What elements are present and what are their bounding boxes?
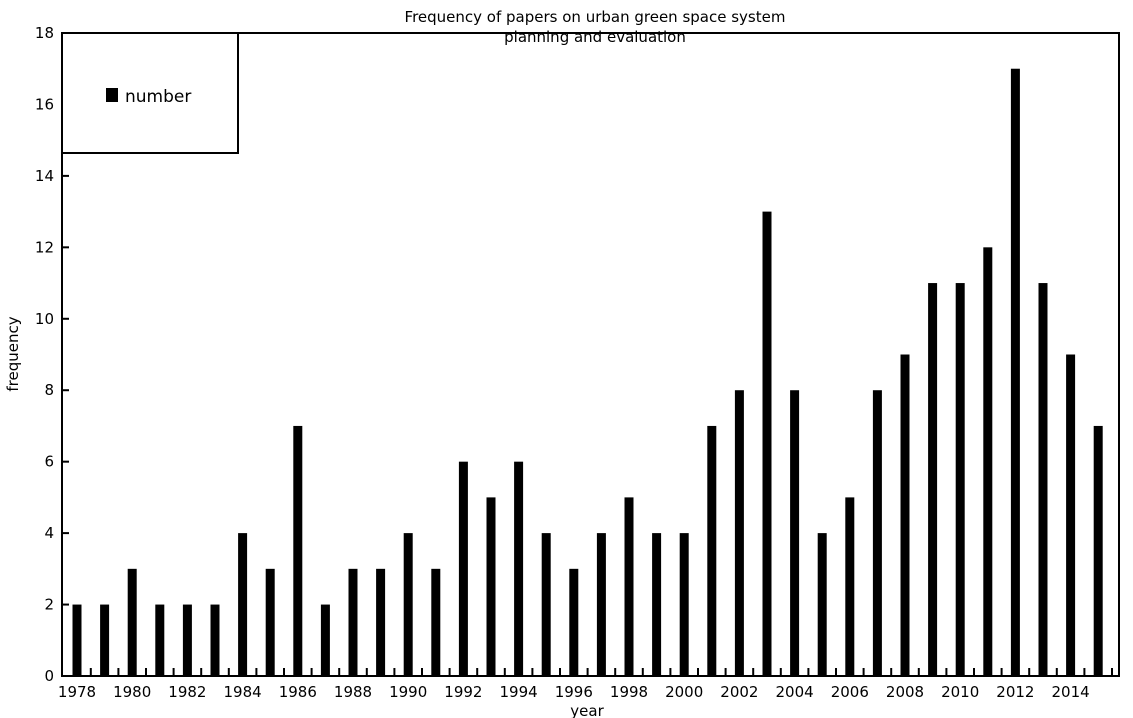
x-tick-label: 1994 xyxy=(500,683,538,701)
bar-1984 xyxy=(238,533,248,676)
x-tick-label: 2002 xyxy=(720,683,758,701)
bar-1998 xyxy=(624,497,634,676)
bar-1992 xyxy=(458,461,468,676)
bar-2010 xyxy=(955,283,965,676)
plot-area-frame xyxy=(61,32,1120,677)
legend-swatch xyxy=(106,88,118,102)
bar-2011 xyxy=(983,247,993,676)
bar-2005 xyxy=(817,533,827,676)
bar-1989 xyxy=(376,568,386,676)
bar-1995 xyxy=(541,533,551,676)
bar-1990 xyxy=(403,533,413,676)
x-tick-label: 1986 xyxy=(279,683,317,701)
bar-2006 xyxy=(845,497,855,676)
bar-2008 xyxy=(900,354,910,676)
legend: number xyxy=(61,32,239,154)
y-tick-label: 10 xyxy=(35,310,54,328)
x-tick-label: 1990 xyxy=(389,683,427,701)
bar-2003 xyxy=(762,211,772,677)
bar-1982 xyxy=(182,604,192,676)
bar-1997 xyxy=(596,533,606,676)
bar-2000 xyxy=(679,533,689,676)
bar-1988 xyxy=(348,568,358,676)
bar-1983 xyxy=(210,604,220,676)
bar-1980 xyxy=(127,568,137,676)
x-tick-label: 2010 xyxy=(941,683,979,701)
bar-2015 xyxy=(1093,425,1103,676)
x-tick-label: 1984 xyxy=(224,683,262,701)
x-tick-label: 1978 xyxy=(58,683,96,701)
y-tick-label: 12 xyxy=(35,238,54,256)
x-tick-label: 2006 xyxy=(831,683,869,701)
bars-group xyxy=(72,68,1103,677)
bar-1986 xyxy=(293,425,303,676)
x-tick-label: 2000 xyxy=(665,683,703,701)
x-tick-label: 1988 xyxy=(334,683,372,701)
bar-2007 xyxy=(872,390,882,676)
y-tick-label: 4 xyxy=(44,524,54,542)
x-tick-label: 2012 xyxy=(996,683,1034,701)
bar-2004 xyxy=(790,390,800,676)
bar-1987 xyxy=(320,604,330,676)
bar-1996 xyxy=(569,568,579,676)
bar-1979 xyxy=(100,604,110,676)
legend-box xyxy=(61,32,239,154)
x-axis-label: year xyxy=(570,702,604,718)
x-tick-label: 2008 xyxy=(886,683,924,701)
bar-2013 xyxy=(1038,283,1048,676)
y-tick-label: 14 xyxy=(35,167,54,185)
bar-1981 xyxy=(155,604,165,676)
bar-1999 xyxy=(652,533,662,676)
bar-2012 xyxy=(1010,68,1020,677)
y-tick-label: 16 xyxy=(35,95,54,113)
y-tick-label: 2 xyxy=(44,596,54,614)
legend-label: number xyxy=(125,87,191,107)
x-tick-label: 1980 xyxy=(113,683,151,701)
bar-1991 xyxy=(431,568,441,676)
bar-1985 xyxy=(265,568,275,676)
y-tick-label: 8 xyxy=(44,381,54,399)
y-axis-label: frequency xyxy=(4,316,22,391)
y-axis-ticks: 0 2 4 6 8 10 12 14 16 18 xyxy=(35,24,69,685)
bar-2001 xyxy=(707,425,717,676)
x-tick-label: 1982 xyxy=(168,683,206,701)
bar-2014 xyxy=(1066,354,1076,676)
bar-1994 xyxy=(514,461,524,676)
y-tick-label: 6 xyxy=(44,453,54,471)
chart-title-line-1: Frequency of papers on urban green space… xyxy=(405,8,786,26)
y-tick-label: 18 xyxy=(35,24,54,42)
x-tick-label: 2004 xyxy=(776,683,814,701)
bar-1978 xyxy=(72,604,82,676)
bar-1993 xyxy=(486,497,496,676)
x-tick-label: 1998 xyxy=(610,683,648,701)
y-tick-label: 0 xyxy=(44,667,54,685)
x-axis-ticks: 1978 1980 1982 1984 1986 1988 1990 1992 1994 1996… xyxy=(58,668,1113,701)
x-tick-label: 1996 xyxy=(555,683,593,701)
x-tick-label: 2014 xyxy=(1052,683,1090,701)
bar-2009 xyxy=(928,283,938,676)
x-tick-label: 1992 xyxy=(444,683,482,701)
bar-2002 xyxy=(734,390,744,676)
chart-title-line-2: planning and evaluation xyxy=(504,28,686,46)
